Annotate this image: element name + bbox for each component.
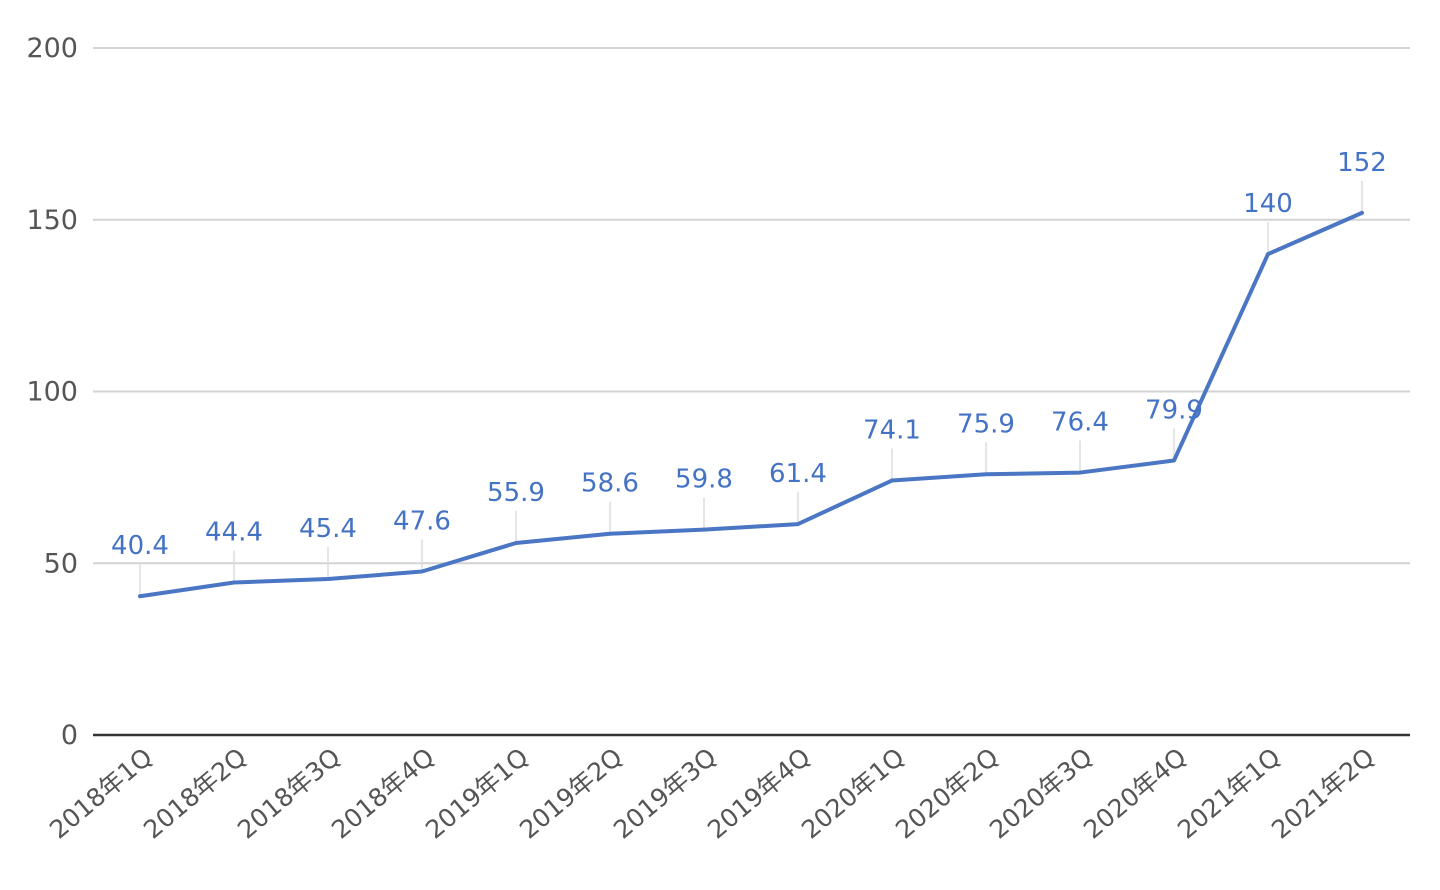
data-label: 55.9 [487, 478, 545, 508]
data-label: 58.6 [581, 469, 639, 499]
x-tick-label: 2020年3Q [984, 742, 1098, 844]
x-tick-label: 2020年2Q [890, 742, 1004, 844]
y-tick-label: 150 [26, 205, 78, 236]
data-label: 75.9 [957, 409, 1015, 439]
x-tick-label: 2020年4Q [1078, 742, 1192, 844]
data-label: 74.1 [863, 415, 921, 445]
x-tick-label: 2018年3Q [232, 742, 346, 844]
y-axis-ticks: 0 50 100 150 200 [26, 33, 78, 751]
x-tick-label: 2019年4Q [702, 742, 816, 844]
x-tick-label: 2018年1Q [44, 742, 158, 844]
data-label: 79.9 [1145, 396, 1203, 426]
data-label: 44.4 [205, 517, 263, 547]
data-labels: 40.4 44.4 45.4 47.6 55.9 58.6 59.8 61.4 74.1 75.9… [111, 148, 1387, 561]
data-label: 45.4 [299, 514, 357, 544]
y-tick-label: 200 [26, 33, 78, 64]
x-axis-ticks: 2018年1Q2018年2Q2018年3Q2018年4Q2019年1Q2019年… [44, 742, 1380, 844]
series-layer [138, 210, 1364, 599]
label-leaders [139, 180, 1363, 597]
data-label: 76.4 [1051, 408, 1109, 438]
data-label: 59.8 [675, 465, 733, 495]
y-tick-label: 0 [61, 720, 78, 751]
x-tick-label: 2019年1Q [420, 742, 534, 844]
data-label: 152 [1337, 148, 1387, 178]
x-tick-label: 2018年4Q [326, 742, 440, 844]
data-label: 40.4 [111, 531, 169, 561]
series-line [138, 210, 1364, 599]
data-label: 47.6 [393, 506, 451, 536]
y-tick-label: 100 [26, 377, 78, 408]
x-tick-label: 2018年2Q [138, 742, 252, 844]
x-tick-label: 2019年2Q [514, 742, 628, 844]
x-tick-label: 2021年2Q [1266, 742, 1380, 844]
gridlines [93, 47, 1410, 737]
y-tick-label: 50 [44, 548, 78, 579]
data-label: 140 [1243, 189, 1293, 219]
data-label: 61.4 [769, 459, 827, 489]
x-tick-label: 2019年3Q [608, 742, 722, 844]
x-tick-label: 2020年1Q [796, 742, 910, 844]
x-tick-label: 2021年1Q [1172, 742, 1286, 844]
